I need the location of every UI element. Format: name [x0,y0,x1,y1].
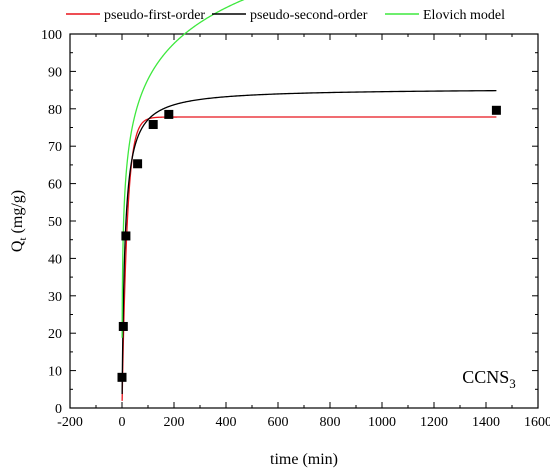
x-tick-label: 1000 [368,415,396,430]
y-tick-label: 40 [48,252,62,267]
y-tick-label: 80 [48,103,62,118]
x-axis-title: time (min) [270,451,338,468]
plot-frame [69,33,539,409]
y-tick-label: 90 [48,65,62,80]
data-point [164,109,174,119]
y-tick-label: 10 [48,365,62,380]
data-point [117,372,127,382]
sample-annotation-main: CCNS [462,367,509,387]
sample-annotation: CCNS3 [462,367,516,391]
y-tick-label: 60 [48,178,62,193]
x-tick-label: 400 [216,415,237,430]
y-axis-title-subscript: t [17,237,29,240]
y-tick-label: 50 [48,215,62,230]
series-line-pseudo-second-order [121,89,497,395]
data-point [121,231,131,241]
y-axis-title: Qt (mg/g) [9,190,29,252]
legend: pseudo-first-order pseudo-second-order Elo… [66,8,505,23]
x-axis: -200 0 200 400 600 800 1000 1200 1400 1600 [57,34,550,430]
y-tick-label: 30 [48,290,62,305]
x-tick-label: 1400 [472,415,500,430]
x-tick-label: -200 [57,415,83,430]
legend-label: pseudo-first-order [104,8,205,23]
y-axis-title-unit: (mg/g) [9,190,26,238]
data-point [118,321,128,331]
y-tick-label: 100 [41,28,62,43]
data-point [133,159,143,169]
data-point [491,105,501,115]
legend-label: Elovich model [423,8,505,23]
y-tick-label: 0 [55,402,62,417]
data-point [148,120,158,130]
x-tick-label: 1600 [524,415,550,430]
x-tick-label: 0 [119,415,126,430]
fit-curves [121,0,497,401]
data-points [117,105,501,382]
y-axis: 0 10 20 30 40 50 60 70 80 90 100 [41,28,538,417]
x-tick-label: 200 [164,415,185,430]
y-axis-title-main: Q [9,240,26,252]
series-line-pseudo-first-order [121,116,497,401]
series-line-elovich-model [121,0,245,338]
legend-label: pseudo-second-order [250,8,368,23]
sample-annotation-subscript: 3 [509,376,516,391]
y-tick-label: 70 [48,140,62,155]
x-tick-label: 800 [320,415,341,430]
x-tick-label: 600 [268,415,289,430]
x-tick-label: 1200 [420,415,448,430]
y-tick-label: 20 [48,327,62,342]
